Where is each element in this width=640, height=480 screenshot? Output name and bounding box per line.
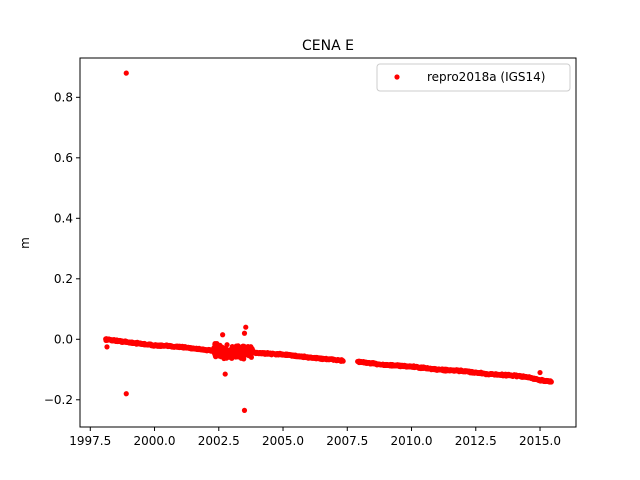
x-tick-label: 2012.5 xyxy=(455,434,497,448)
x-tick-label: 2005.0 xyxy=(262,434,304,448)
y-axis: −0.2 0.0 0.2 0.4 0.6 0.8 xyxy=(44,90,80,407)
y-tick-label: 0.8 xyxy=(54,90,73,104)
legend-box xyxy=(376,63,571,92)
plot-area-frame xyxy=(79,57,577,428)
data-point xyxy=(104,344,110,350)
x-tick-label: 2000.0 xyxy=(134,434,176,448)
data-point xyxy=(537,369,543,376)
data-point xyxy=(241,407,248,413)
x-tick-label: 2002.5 xyxy=(198,434,240,448)
y-tick-label: −0.2 xyxy=(44,393,73,407)
legend-entry-label: repro2018a (IGS14) xyxy=(427,70,545,84)
x-axis: 1997.5 2000.0 2002.5 2005.0 2007.5 2010.0 2012… xyxy=(69,427,561,448)
y-tick-label: 0.0 xyxy=(54,332,73,346)
data-point xyxy=(241,330,248,336)
data-point xyxy=(548,379,554,385)
x-tick-label: 2015.0 xyxy=(519,434,561,448)
chart-title: CENA E xyxy=(302,38,354,54)
x-tick-label: 1997.5 xyxy=(69,434,111,448)
data-point xyxy=(248,354,255,360)
data-points xyxy=(103,70,554,413)
y-tick-label: 0.4 xyxy=(54,211,73,225)
y-tick-label: 0.6 xyxy=(54,151,73,165)
legend: repro2018a (IGS14) xyxy=(376,63,571,92)
data-point xyxy=(123,70,129,76)
y-axis-label: m xyxy=(18,237,32,249)
x-tick-label: 2010.0 xyxy=(391,434,433,448)
data-point xyxy=(220,332,226,338)
data-point xyxy=(340,358,346,364)
x-tick-label: 2007.5 xyxy=(326,434,368,448)
data-point xyxy=(243,324,249,330)
data-point xyxy=(222,371,228,377)
data-point xyxy=(224,342,230,348)
data-point xyxy=(123,391,129,397)
legend-marker xyxy=(394,74,400,80)
y-tick-label: 0.2 xyxy=(54,272,73,286)
